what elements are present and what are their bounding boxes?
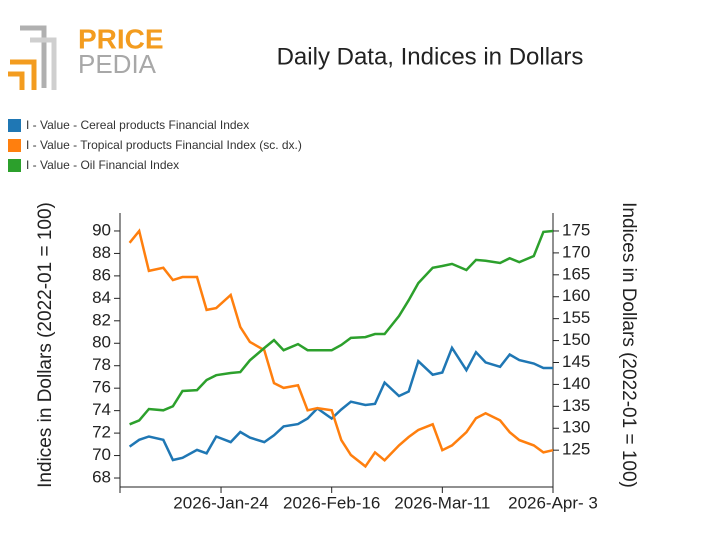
x-tick-label: 2026-Jan-24	[173, 493, 268, 512]
y-tick-label: 74	[92, 400, 111, 419]
y2-tick-label: 150	[562, 330, 590, 349]
y-tick-label: 86	[92, 265, 111, 284]
x-tick-label: 2026-Mar-11	[394, 493, 490, 512]
y2-axis-label: Indices in Dollars (2022-01 = 100)	[618, 202, 639, 488]
y-tick-label: 88	[92, 243, 111, 262]
series-line	[128, 345, 553, 462]
y-tick-label: 90	[92, 220, 111, 239]
y2-tick-label: 125	[562, 440, 590, 459]
y2-tick-label: 140	[562, 374, 590, 393]
y2-tick-label: 130	[562, 418, 590, 437]
legend-swatch	[8, 159, 21, 172]
y2-tick-label: 135	[562, 396, 590, 415]
y-tick-label: 82	[92, 310, 111, 329]
legend-swatch	[8, 119, 21, 132]
legend-label: I - Value - Oil Financial Index	[26, 158, 179, 172]
y2-tick-label: 155	[562, 308, 590, 327]
y-tick-label: 68	[92, 468, 111, 487]
y2-tick-label: 170	[562, 242, 590, 261]
x-tick-label: 2026-Apr- 3	[508, 493, 598, 512]
series-line	[128, 228, 554, 469]
y-tick-label: 72	[92, 423, 111, 442]
logo-mark	[8, 71, 25, 90]
logo: PRICE PEDIA	[8, 23, 164, 90]
y2-tick-label: 175	[562, 220, 590, 239]
legend-label: I - Value - Cereal products Financial In…	[26, 118, 249, 132]
y-tick-label: 84	[92, 288, 111, 307]
logo-mark	[20, 25, 47, 88]
y2-tick-label: 145	[562, 352, 590, 371]
y-tick-label: 70	[92, 445, 111, 464]
y2-tick-label: 160	[562, 286, 590, 305]
y-tick-label: 80	[92, 333, 111, 352]
logo-mark	[10, 59, 37, 90]
chart-title: Daily Data, Indices in Dollars	[277, 43, 584, 70]
legend-swatch	[8, 139, 21, 152]
legend-label: I - Value - Tropical products Financial …	[26, 138, 302, 152]
logo-text: PRICE	[78, 23, 164, 54]
logo-mark	[30, 37, 57, 90]
logo-text: PEDIA	[78, 49, 157, 79]
y-tick-label: 78	[92, 355, 111, 374]
series-line	[129, 229, 554, 426]
y2-tick-label: 165	[562, 264, 590, 283]
y-tick-label: 76	[92, 378, 111, 397]
y-axis-label: Indices in Dollars (2022-01 = 100)	[35, 202, 56, 488]
x-tick-label: 2026-Feb-16	[283, 493, 380, 512]
